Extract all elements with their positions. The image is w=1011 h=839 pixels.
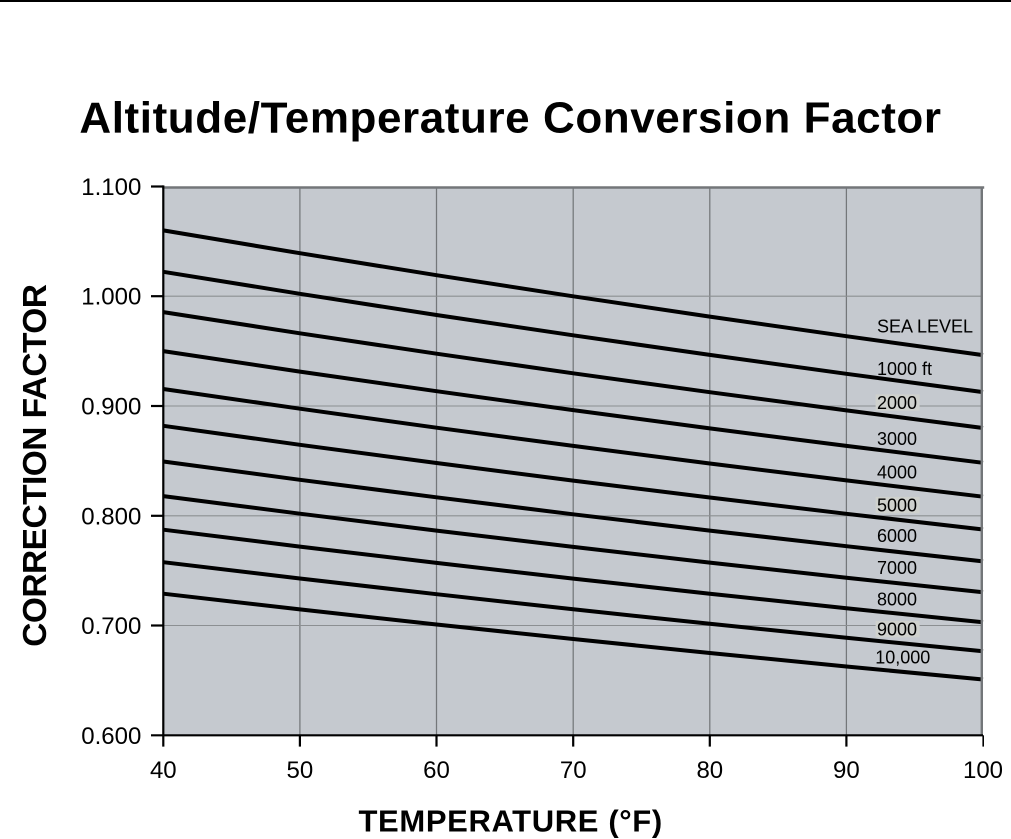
svg-text:7000: 7000 xyxy=(877,558,917,578)
svg-text:4000: 4000 xyxy=(877,462,917,482)
svg-text:2000: 2000 xyxy=(877,393,917,413)
svg-text:60: 60 xyxy=(423,757,450,784)
svg-text:0.800: 0.800 xyxy=(81,503,141,530)
svg-text:10,000: 10,000 xyxy=(875,647,930,667)
svg-text:0.700: 0.700 xyxy=(81,613,141,640)
svg-text:80: 80 xyxy=(696,757,723,784)
svg-text:8000: 8000 xyxy=(877,590,917,610)
svg-text:0.600: 0.600 xyxy=(81,723,141,750)
svg-text:SEA LEVEL: SEA LEVEL xyxy=(877,316,973,336)
svg-text:50: 50 xyxy=(287,757,314,784)
svg-text:Altitude/Temperature Conversio: Altitude/Temperature Conversion Factor xyxy=(79,94,941,143)
svg-text:3000: 3000 xyxy=(877,429,917,449)
svg-text:0.900: 0.900 xyxy=(81,394,141,421)
svg-text:CORRECTION FACTOR: CORRECTION FACTOR xyxy=(17,284,54,647)
svg-text:1000 ft: 1000 ft xyxy=(877,359,932,379)
svg-text:1.000: 1.000 xyxy=(81,284,141,311)
svg-text:9000: 9000 xyxy=(877,620,917,640)
svg-text:40: 40 xyxy=(150,757,177,784)
svg-text:90: 90 xyxy=(833,757,860,784)
svg-text:1.100: 1.100 xyxy=(81,174,141,201)
svg-text:5000: 5000 xyxy=(877,496,917,516)
svg-text:100: 100 xyxy=(963,757,1003,784)
svg-text:70: 70 xyxy=(560,757,587,784)
svg-text:TEMPERATURE (°F): TEMPERATURE (°F) xyxy=(359,804,663,839)
svg-text:6000: 6000 xyxy=(877,526,917,546)
